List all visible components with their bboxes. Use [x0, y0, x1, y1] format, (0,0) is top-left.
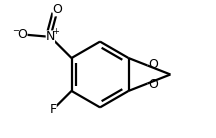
Text: −: − [12, 26, 19, 35]
Text: O: O [148, 78, 158, 91]
Text: O: O [148, 58, 158, 71]
Text: O: O [18, 28, 27, 41]
Text: +: + [52, 27, 59, 36]
Text: O: O [53, 3, 63, 16]
Text: N: N [46, 30, 55, 43]
Text: F: F [50, 103, 57, 116]
